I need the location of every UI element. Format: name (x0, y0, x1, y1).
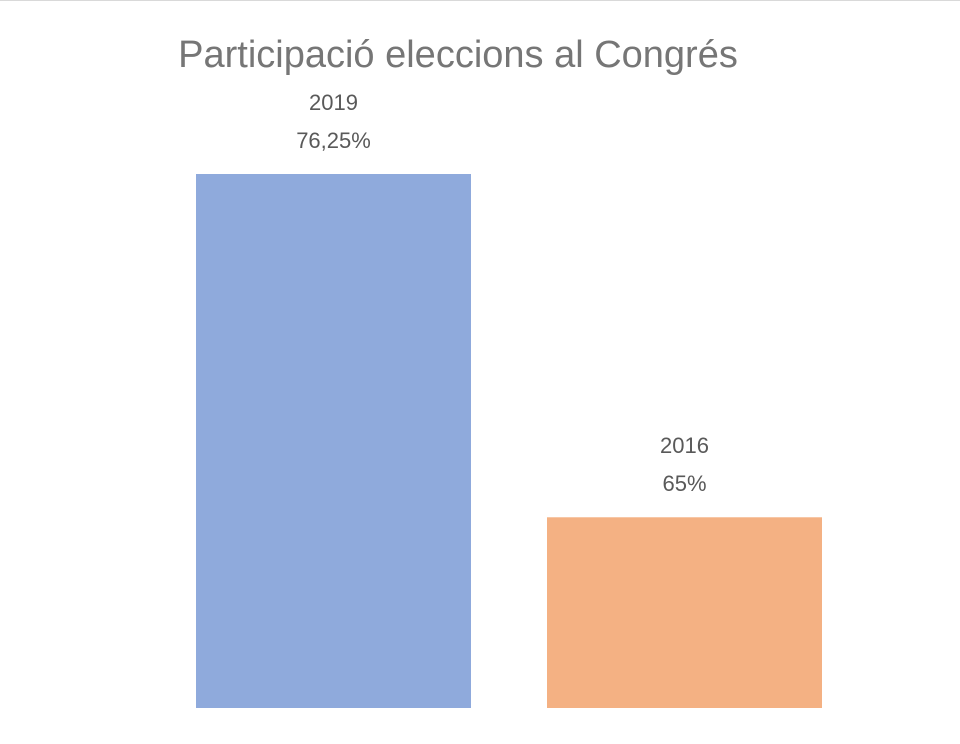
bar (547, 517, 822, 708)
value-label: 65% (662, 471, 706, 496)
value-label: 76,25% (296, 128, 371, 153)
category-label: 2016 (660, 433, 709, 458)
chart-title: Participació eleccions al Congrés (178, 34, 738, 76)
category-label: 2019 (309, 90, 358, 115)
bar (196, 174, 471, 708)
